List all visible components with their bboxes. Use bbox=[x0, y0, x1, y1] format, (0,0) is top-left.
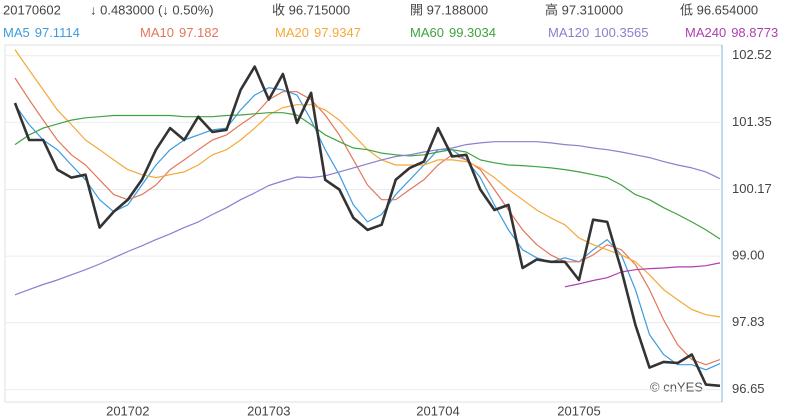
legend-value: 98.8773 bbox=[731, 25, 778, 40]
legend-entry: MA5 97.1114 bbox=[3, 25, 80, 40]
header-info: 高 97.310000 bbox=[545, 2, 623, 17]
legend-entry: MA60 99.3034 bbox=[410, 25, 496, 40]
legend-name: MA5 bbox=[3, 25, 30, 40]
legend-value: 97.9347 bbox=[314, 25, 361, 40]
ma-line bbox=[564, 262, 721, 288]
legend-name: MA20 bbox=[275, 25, 309, 40]
x-tick-label: 201702 bbox=[106, 403, 149, 418]
x-tick-label: 201703 bbox=[247, 403, 290, 418]
price-line bbox=[13, 65, 721, 388]
x-tick-label: 201704 bbox=[416, 403, 459, 418]
legend-value: 97.1114 bbox=[35, 25, 80, 40]
legend-value: 100.3565 bbox=[594, 25, 648, 40]
header-info: ↓ 0.483000 (↓ 0.50%) bbox=[90, 2, 214, 17]
legend-name: MA120 bbox=[548, 25, 589, 40]
header-info: 20170602 bbox=[3, 2, 61, 17]
legend-name: MA240 bbox=[685, 25, 726, 40]
legend-value: 99.3034 bbox=[449, 25, 496, 40]
header-info: 開 97.188000 bbox=[410, 2, 488, 17]
header-info: 低 96.654000 bbox=[680, 2, 758, 17]
legend-entry: MA120 100.3565 bbox=[548, 25, 648, 40]
legend-entry: MA10 97.182 bbox=[140, 25, 219, 40]
ma-line bbox=[14, 112, 721, 240]
y-tick-label: 97.83 bbox=[732, 314, 765, 329]
legend-entry: MA240 98.8773 bbox=[685, 25, 778, 40]
ma-line bbox=[14, 141, 721, 296]
y-tick-label: 102.52 bbox=[732, 47, 772, 62]
y-tick-label: 99.00 bbox=[732, 248, 765, 263]
y-tick-label: 100.17 bbox=[732, 181, 772, 196]
legend-name: MA60 bbox=[410, 25, 444, 40]
header-info: 收 96.715000 bbox=[272, 2, 350, 17]
watermark: © cnYES bbox=[650, 379, 703, 394]
legend-entry: MA20 97.9347 bbox=[275, 25, 361, 40]
x-tick-label: 201705 bbox=[557, 403, 600, 418]
y-tick-label: 96.65 bbox=[732, 381, 765, 396]
legend-value: 97.182 bbox=[179, 25, 219, 40]
y-tick-label: 101.35 bbox=[732, 114, 772, 129]
legend-name: MA10 bbox=[140, 25, 174, 40]
